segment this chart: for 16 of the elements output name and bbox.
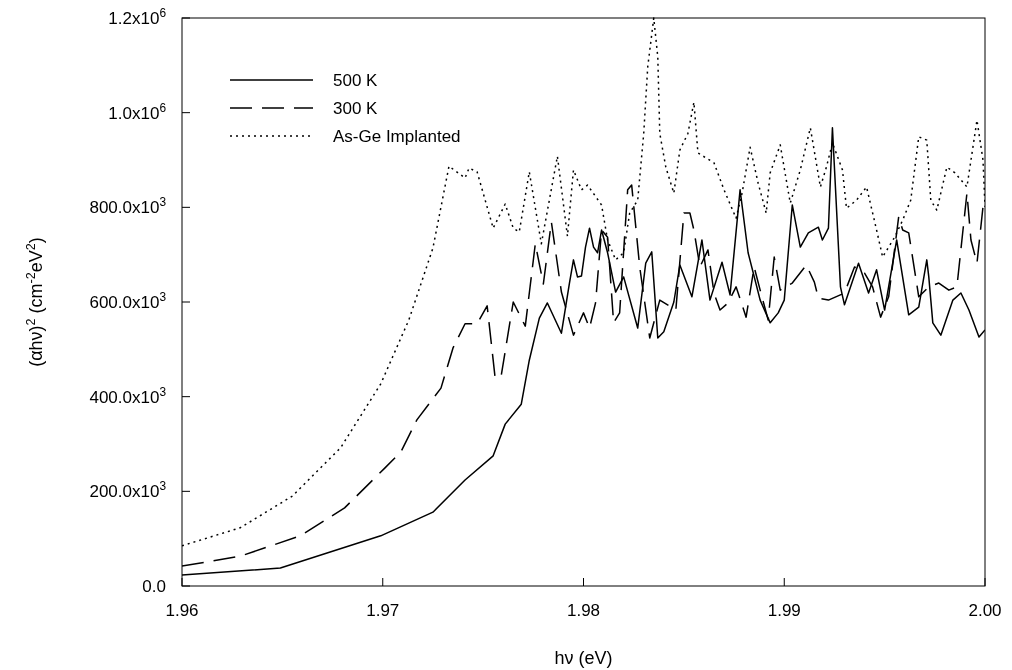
x-tick-label: 1.98	[566, 601, 601, 620]
y-tick-label: 200.0x10$^{3}$	[89, 479, 167, 502]
x-tick-label: 2.00	[968, 601, 1002, 620]
y-tick-label: 400.0x10$^{3}$	[89, 384, 167, 407]
x-tick-label: 1.99	[767, 601, 801, 620]
y-tick-label: 800.0x10$^{3}$	[89, 195, 167, 218]
x-tick-label: 1.97	[366, 601, 400, 620]
legend-label: 300 K	[333, 99, 379, 118]
y-tick-label: 0.0	[142, 577, 166, 596]
y-tick-label: 1.0x10$^{6}$	[108, 100, 167, 123]
y-tick-label: 1.2x10$^{6}$	[108, 6, 167, 28]
legend-label: As-Ge Implanted	[333, 127, 461, 146]
x-axis-title: hν (eV)	[554, 648, 613, 668]
y-tick-label: 600.0x10$^{3}$	[89, 290, 167, 312]
legend-label: 500 K	[333, 71, 379, 90]
x-tick-label: 1.96	[165, 601, 199, 620]
